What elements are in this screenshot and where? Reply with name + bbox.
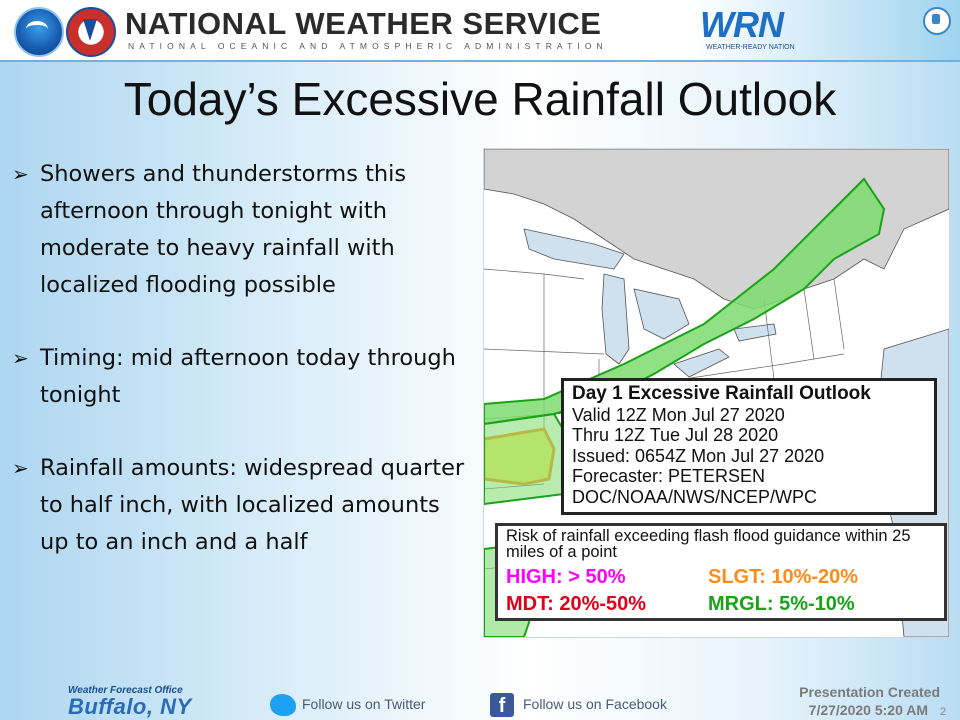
header-banner: NATIONAL WEATHER SERVICE NATIONAL OCEANI… xyxy=(0,0,960,62)
bullet-text: Rainfall amounts: widespread quarter to … xyxy=(40,455,465,555)
office-label: Weather Forecast Office xyxy=(68,685,183,696)
wrn-logo-mark: WRN xyxy=(700,4,784,45)
agency-title: NATIONAL WEATHER SERVICE xyxy=(125,6,602,41)
rainfall-outlook-map: Day 1 Excessive Rainfall Outlook Valid 1… xyxy=(483,148,950,638)
facebook-link[interactable]: Follow us on Facebook xyxy=(523,696,667,712)
office-city[interactable]: Buffalo, NY xyxy=(68,694,192,719)
bullet-arrow-icon: ➢ xyxy=(12,456,29,480)
bullet-text: Showers and thunderstorms this afternoon… xyxy=(40,161,407,298)
risk-moderate-label: MDT: 20%-50% xyxy=(506,593,647,615)
risk-high-label: HIGH: > 50% xyxy=(506,566,626,588)
lake-ontario xyxy=(733,323,777,342)
risk-legend-grid: HIGH: > 50% SLGT: 10%-20% MDT: 20%-50% M… xyxy=(506,566,936,615)
footer-bar: Weather Forecast Office Buffalo, NY Foll… xyxy=(0,680,960,720)
twitter-link[interactable]: Follow us on Twitter xyxy=(302,696,426,712)
outlook-source: DOC/NOAA/NWS/NCEP/WPC xyxy=(572,486,818,507)
bullet-arrow-icon: ➢ xyxy=(12,162,29,186)
presentation-label: Presentation Created xyxy=(799,684,940,700)
twitter-icon[interactable] xyxy=(270,694,296,716)
slide-number: 2 xyxy=(940,706,947,718)
outlook-thru: Thru 12Z Tue Jul 28 2020 xyxy=(572,425,779,445)
bullet-item: ➢ Showers and thunderstorms this afterno… xyxy=(12,156,470,304)
marginal-risk-southwest xyxy=(484,412,571,506)
lake-michigan xyxy=(601,273,630,365)
facebook-icon[interactable]: f xyxy=(490,693,514,717)
outlook-info-box: Day 1 Excessive Rainfall Outlook Valid 1… xyxy=(561,378,937,515)
presentation-date: 7/27/2020 5:20 AM xyxy=(808,702,928,718)
slide-title: Today’s Excessive Rainfall Outlook xyxy=(123,73,837,125)
lake-erie xyxy=(673,348,730,378)
outlook-header: Day 1 Excessive Rainfall Outlook xyxy=(572,383,871,404)
agency-subtitle: NATIONAL OCEANIC AND ATMOSPHERIC ADMINIS… xyxy=(128,41,608,51)
risk-legend-box: Risk of rainfall exceeding flash flood g… xyxy=(495,523,947,621)
outlook-valid: Valid 12Z Mon Jul 27 2020 xyxy=(572,404,785,425)
bullet-arrow-icon: ➢ xyxy=(12,346,29,370)
risk-slight-label: SLGT: 10%-20% xyxy=(708,566,859,588)
doc-seal-icon xyxy=(923,7,951,35)
outlook-forecaster: Forecaster: PETERSEN xyxy=(572,466,766,486)
bullet-list: ➢ Showers and thunderstorms this afterno… xyxy=(12,156,470,597)
wrn-logo-icon: WRN WEATHER-READY NATION xyxy=(700,6,810,52)
noaa-logo-icon xyxy=(14,7,64,57)
bullet-item: ➢ Rainfall amounts: widespread quarter t… xyxy=(12,450,470,561)
risk-marginal-label: MRGL: 5%-10% xyxy=(708,593,855,615)
outlook-issued: Issued: 0654Z Mon Jul 27 2020 xyxy=(572,445,825,466)
wrn-tagline: WEATHER-READY NATION xyxy=(706,44,795,51)
bullet-item: ➢ Timing: mid afternoon today through to… xyxy=(12,340,470,414)
risk-legend-header: Risk of rainfall exceeding flash flood g… xyxy=(506,527,911,561)
nws-logo-icon xyxy=(66,7,116,57)
bullet-text: Timing: mid afternoon today through toni… xyxy=(40,345,456,408)
lake-superior xyxy=(523,228,625,270)
lake-huron xyxy=(633,288,690,340)
